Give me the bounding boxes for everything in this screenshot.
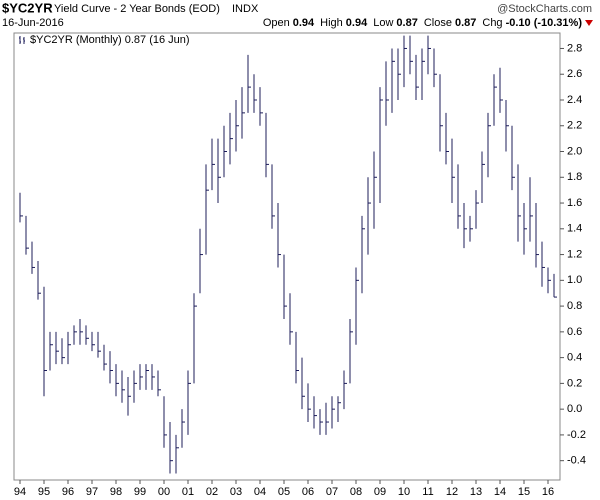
quote-value: 0.87	[396, 17, 417, 29]
x-tick-label: 10	[398, 486, 410, 498]
y-tick-label: -0.2	[567, 429, 586, 441]
y-tick-label: 0.2	[567, 377, 582, 389]
y-tick-label: 1.6	[567, 197, 582, 209]
legend-icon	[19, 36, 25, 44]
legend-label: $YC2YR (Monthly) 0.87 (16 Jun)	[30, 34, 190, 46]
security-name: Yield Curve - 2 Year Bonds (EOD)	[54, 3, 220, 15]
x-tick-label: 04	[254, 486, 266, 498]
y-tick-label: 2.4	[567, 94, 582, 106]
plot-frame	[13, 32, 561, 481]
quote-value: 0.87	[455, 17, 476, 29]
x-tick-label: 00	[158, 486, 170, 498]
y-tick-label: 0.4	[567, 352, 582, 364]
legend: $YC2YR (Monthly) 0.87 (16 Jun)	[19, 34, 190, 46]
x-tick-label: 98	[110, 486, 122, 498]
exchange: INDX	[232, 3, 259, 15]
y-tick-label: 2.8	[567, 42, 582, 54]
x-tick-label: 07	[326, 486, 338, 498]
y-tick-label: 0.0	[567, 403, 582, 415]
quote-label: Open	[263, 17, 290, 29]
y-tick-label: 2.6	[567, 68, 582, 80]
quote-value: -0.10 (-10.31%)	[506, 17, 583, 29]
x-tick-label: 96	[62, 486, 74, 498]
x-tick-label: 14	[494, 486, 506, 498]
quote: Open 0.94 High 0.94 Low 0.87 Close 0.87 Chg -0.10…	[263, 17, 582, 29]
symbol: $YC2YR	[2, 0, 53, 15]
quote-label: High	[320, 17, 343, 29]
y-tick-label: 1.8	[567, 171, 582, 183]
x-tick-label: 02	[206, 486, 218, 498]
x-tick-label: 97	[86, 486, 98, 498]
x-tick-label: 05	[278, 486, 290, 498]
quote-label: Close	[424, 17, 452, 29]
y-tick-label: 1.2	[567, 248, 582, 260]
x-tick-label: 94	[14, 486, 26, 498]
x-tick-label: 15	[518, 486, 530, 498]
quote-label: Chg	[482, 17, 502, 29]
x-tick-label: 95	[38, 486, 50, 498]
quote-value: 0.94	[346, 17, 368, 29]
y-tick-label: 0.6	[567, 326, 582, 338]
x-tick-label: 03	[230, 486, 242, 498]
x-tick-label: 01	[182, 486, 194, 498]
source: @StockCharts.com	[497, 3, 592, 15]
y-tick-label: 2.2	[567, 120, 582, 132]
x-tick-label: 08	[350, 486, 362, 498]
y-tick-label: 1.4	[567, 223, 582, 235]
y-tick-label: 0.8	[567, 300, 582, 312]
x-tick-label: 11	[422, 486, 433, 498]
quote-value: 0.94	[293, 17, 315, 29]
x-tick-label: 99	[134, 486, 146, 498]
quote-label: Low	[373, 17, 393, 29]
x-tick-label: 16	[542, 486, 554, 498]
y-tick-label: 2.0	[567, 145, 582, 157]
x-tick-label: 13	[470, 486, 482, 498]
x-tick-label: 09	[374, 486, 386, 498]
date: 16-Jun-2016	[2, 17, 64, 29]
x-tick-label: 06	[302, 486, 314, 498]
y-tick-label: -0.4	[567, 455, 586, 467]
x-tick-label: 12	[446, 486, 458, 498]
down-arrow	[585, 20, 593, 26]
y-tick-label: 1.0	[567, 274, 582, 286]
